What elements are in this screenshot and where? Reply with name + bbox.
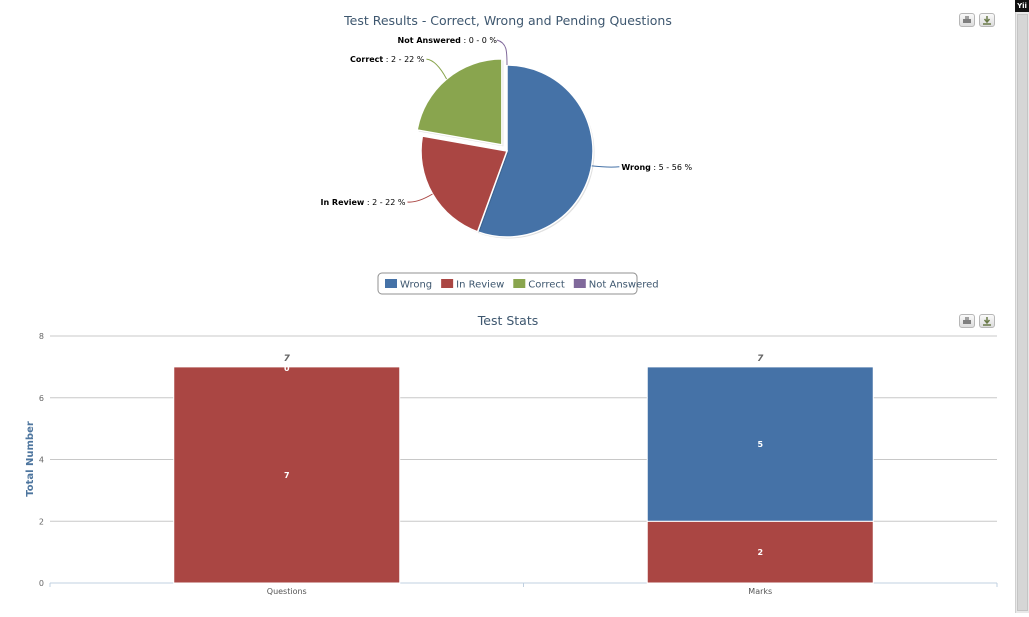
pie-data-label-in-review: In Review : 2 - 22 % [320, 198, 405, 207]
scrollbar-thumb[interactable] [1017, 14, 1028, 611]
pie-connector-wrong [591, 165, 620, 168]
bar-data-label-in-review: 7 [284, 471, 290, 480]
legend-swatch-in-review [441, 279, 454, 288]
vertical-scrollbar[interactable] [1015, 0, 1029, 613]
pie-chart-panel: Test Results - Correct, Wrong and Pendin… [0, 0, 1015, 305]
legend-item-not-answered[interactable]: Not Answered [573, 279, 659, 291]
stack-total-label: 7 [757, 354, 764, 364]
bar-in-review-questions[interactable] [173, 366, 401, 584]
pie-legend: Wrong In Review Correct Not Answered [377, 272, 659, 295]
export-button[interactable] [979, 314, 995, 328]
legend-item-in-review[interactable]: In Review [441, 279, 504, 291]
pie-connector-not-answered [496, 39, 508, 66]
y-tick-label: 6 [39, 394, 44, 403]
legend-item-correct[interactable]: Correct [513, 279, 565, 291]
download-icon [983, 16, 991, 25]
pie-connector-correct [426, 58, 448, 80]
y-tick-label: 8 [39, 332, 44, 341]
bar-wrong-marks[interactable] [646, 366, 874, 522]
pie-chart: Test Results - Correct, Wrong and Pendin… [320, 13, 692, 295]
bar-chart-title: Test Stats [477, 313, 539, 328]
yii-badge: Yii [1015, 0, 1029, 12]
legend-label-wrong: Wrong [400, 280, 432, 291]
y-axis-title: Total Number [25, 421, 36, 497]
legend-box [377, 272, 638, 295]
pie-data-label-correct: Correct : 2 - 22 % [350, 55, 425, 64]
print-button[interactable] [959, 13, 975, 27]
print-icon [963, 16, 971, 23]
x-category-label: Marks [748, 587, 772, 596]
legend-label-not-answered: Not Answered [589, 280, 659, 291]
pie-chart-title: Test Results - Correct, Wrong and Pendin… [343, 13, 672, 28]
pie-slice-correct[interactable] [416, 58, 503, 146]
legend-swatch-correct [513, 279, 526, 288]
print-button[interactable] [959, 314, 975, 328]
legend-swatch-not-answered [573, 279, 586, 288]
export-button[interactable] [979, 13, 995, 27]
bar-in-review-marks[interactable] [646, 520, 874, 584]
x-category-label: Questions [267, 587, 307, 596]
legend-label-in-review: In Review [456, 280, 504, 291]
pie-data-label-not-answered: Not Answered : 0 - 0 % [398, 36, 498, 45]
legend-label-correct: Correct [528, 280, 565, 291]
pie-connector-in-review [407, 193, 433, 203]
print-icon [963, 317, 971, 324]
stack-total-label: 7 [284, 354, 291, 364]
bar-data-label-in-review: 2 [757, 548, 763, 557]
legend-item-wrong[interactable]: Wrong [385, 279, 432, 291]
y-tick-label: 2 [39, 517, 44, 526]
y-tick-label: 4 [39, 456, 44, 465]
legend-swatch-wrong [385, 279, 397, 288]
download-icon [983, 317, 991, 326]
pie-slice-wrong[interactable] [476, 64, 594, 238]
pie-data-label-wrong: Wrong : 5 - 56 % [621, 163, 692, 172]
bar-data-label-wrong: 0 [284, 364, 290, 373]
bar-data-label-wrong: 5 [757, 440, 763, 449]
y-tick-label: 0 [39, 579, 44, 588]
